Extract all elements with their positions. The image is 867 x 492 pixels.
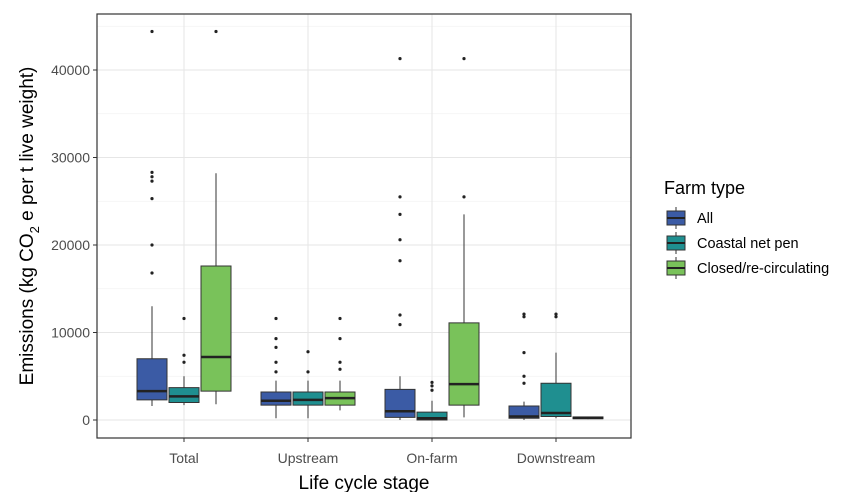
legend-item: Closed/re-circulating bbox=[666, 257, 829, 279]
outlier-point bbox=[430, 388, 434, 392]
box-iqr bbox=[540, 382, 572, 417]
outlier-point bbox=[398, 212, 402, 216]
outlier-point bbox=[522, 374, 526, 378]
box-downstream-all bbox=[508, 312, 540, 420]
y-tick-label: 20000 bbox=[51, 237, 90, 253]
box-on-farm-all bbox=[384, 57, 416, 420]
box-total-closed-re-circulating bbox=[200, 29, 232, 405]
box-downstream-coastal-net-pen bbox=[540, 312, 572, 419]
legend-label: All bbox=[697, 211, 713, 227]
box-iqr bbox=[384, 388, 416, 418]
y-tick-label: 40000 bbox=[51, 62, 90, 78]
y-tick-label: 0 bbox=[82, 412, 90, 428]
y-tick-label: 30000 bbox=[51, 150, 90, 166]
outlier-point bbox=[306, 350, 310, 354]
box-upstream-coastal-net-pen bbox=[292, 350, 324, 419]
outlier-point bbox=[554, 315, 558, 319]
legend-label: Closed/re-circulating bbox=[697, 261, 829, 277]
outlier-point bbox=[522, 315, 526, 319]
outlier-point bbox=[398, 238, 402, 242]
y-tick-label: 10000 bbox=[51, 325, 90, 341]
box-total-coastal-net-pen bbox=[168, 316, 200, 406]
outlier-point bbox=[338, 367, 342, 371]
outlier-point bbox=[430, 384, 434, 388]
outlier-point bbox=[398, 259, 402, 263]
outlier-point bbox=[182, 316, 186, 321]
legend-item: All bbox=[666, 207, 713, 229]
x-axis-title: Life cycle stage bbox=[299, 473, 430, 492]
box-downstream-closed-re-circulating bbox=[572, 416, 604, 420]
panel-border bbox=[96, 13, 632, 439]
x-tick-label: On-farm bbox=[406, 450, 457, 466]
box-iqr bbox=[508, 405, 540, 419]
legend-item: Coastal net pen bbox=[666, 232, 799, 254]
outlier-point bbox=[274, 370, 278, 374]
box-iqr bbox=[136, 358, 168, 401]
x-tick-label: Upstream bbox=[278, 450, 339, 466]
outlier-point bbox=[274, 337, 278, 341]
outlier-point bbox=[150, 170, 154, 174]
outlier-point bbox=[338, 337, 342, 341]
box-iqr bbox=[200, 265, 232, 392]
outlier-point bbox=[150, 243, 154, 247]
outlier-point bbox=[522, 312, 526, 316]
y-axis-title-suffix: e per t live weight) bbox=[17, 67, 38, 226]
outlier-point bbox=[274, 345, 278, 349]
outlier-point bbox=[150, 175, 154, 179]
x-tick-label: Total bbox=[169, 450, 199, 466]
y-axis-title: Emissions (kg CO2 e per t live weight) bbox=[17, 67, 42, 386]
box-iqr bbox=[168, 387, 200, 403]
x-tick-label: Downstream bbox=[517, 450, 596, 466]
y-axis-title-subscript: 2 bbox=[27, 226, 42, 233]
box-on-farm-coastal-net-pen bbox=[416, 380, 448, 421]
outlier-point bbox=[462, 195, 466, 199]
outlier-point bbox=[554, 312, 558, 316]
outlier-point bbox=[338, 360, 342, 364]
outlier-point bbox=[150, 197, 154, 201]
box-total-all bbox=[136, 29, 168, 406]
outlier-point bbox=[214, 29, 218, 34]
outlier-point bbox=[398, 57, 402, 61]
outlier-point bbox=[522, 351, 526, 355]
outlier-point bbox=[306, 370, 310, 374]
outlier-point bbox=[398, 195, 402, 199]
legend-label: Coastal net pen bbox=[697, 236, 799, 252]
outlier-point bbox=[150, 179, 154, 183]
box-iqr bbox=[292, 391, 324, 406]
y-axis-title-prefix: Emissions (kg CO bbox=[17, 233, 38, 385]
outlier-point bbox=[150, 29, 154, 34]
legend: Farm type All Coastal net pen Closed/re-ci… bbox=[664, 178, 829, 279]
legend-title: Farm type bbox=[664, 178, 745, 198]
outlier-point bbox=[274, 316, 278, 321]
outlier-point bbox=[398, 323, 402, 327]
outlier-point bbox=[182, 360, 186, 364]
boxes bbox=[136, 29, 604, 421]
box-iqr bbox=[260, 391, 292, 406]
box-on-farm-closed-re-circulating bbox=[448, 57, 480, 418]
box-upstream-all bbox=[260, 316, 292, 419]
outlier-point bbox=[182, 353, 186, 357]
outlier-point bbox=[462, 57, 466, 61]
outlier-point bbox=[274, 360, 278, 364]
outlier-point bbox=[522, 381, 526, 385]
grid-lines bbox=[97, 14, 631, 438]
outlier-point bbox=[338, 316, 342, 321]
box-upstream-closed-re-circulating bbox=[324, 316, 356, 411]
box-iqr bbox=[448, 322, 480, 406]
box-iqr bbox=[416, 411, 448, 421]
outlier-point bbox=[150, 271, 154, 275]
axes: 0 10000 20000 30000 40000 Total Upstream On-far… bbox=[51, 62, 595, 466]
outlier-point bbox=[398, 313, 402, 317]
outlier-point bbox=[430, 380, 434, 384]
